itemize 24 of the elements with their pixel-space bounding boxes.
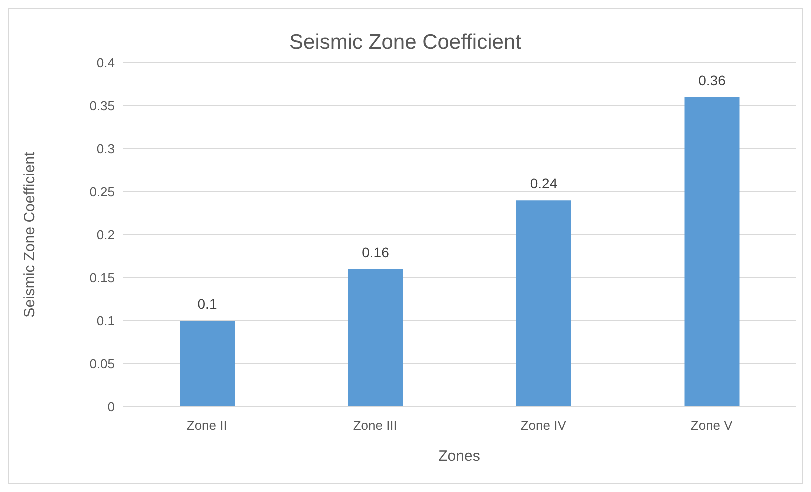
- y-tick-label: 0.2: [96, 228, 115, 243]
- y-tick-label: 0.4: [96, 56, 115, 71]
- x-tick-label: Zone III: [353, 418, 398, 434]
- y-axis-title: Seismic Zone Coefficient: [21, 151, 38, 318]
- data-label: 0.16: [362, 244, 390, 260]
- y-tick-label: 0.15: [90, 270, 115, 286]
- chart-title: Seismic Zone Coefficient: [288, 31, 522, 55]
- x-tick-label: Zone IV: [520, 418, 567, 434]
- bar: [516, 200, 572, 407]
- bar: [348, 269, 404, 407]
- data-label: 0.24: [530, 176, 558, 192]
- data-label: 0.36: [698, 72, 726, 88]
- bar: [684, 97, 740, 407]
- y-tick-label: 0.1: [96, 314, 115, 329]
- x-axis-title: Zones: [438, 448, 480, 465]
- y-tick-label: 0.35: [90, 98, 115, 114]
- bar: [180, 321, 235, 407]
- y-tick-label: 0.05: [90, 356, 115, 372]
- y-tick-label: 0.3: [96, 142, 115, 157]
- data-label: 0.1: [198, 296, 218, 312]
- x-tick-label: Zone II: [186, 418, 228, 434]
- y-tick-label: 0.25: [90, 184, 115, 200]
- x-tick-label: Zone V: [690, 418, 734, 434]
- y-tick-label: 0: [108, 400, 115, 415]
